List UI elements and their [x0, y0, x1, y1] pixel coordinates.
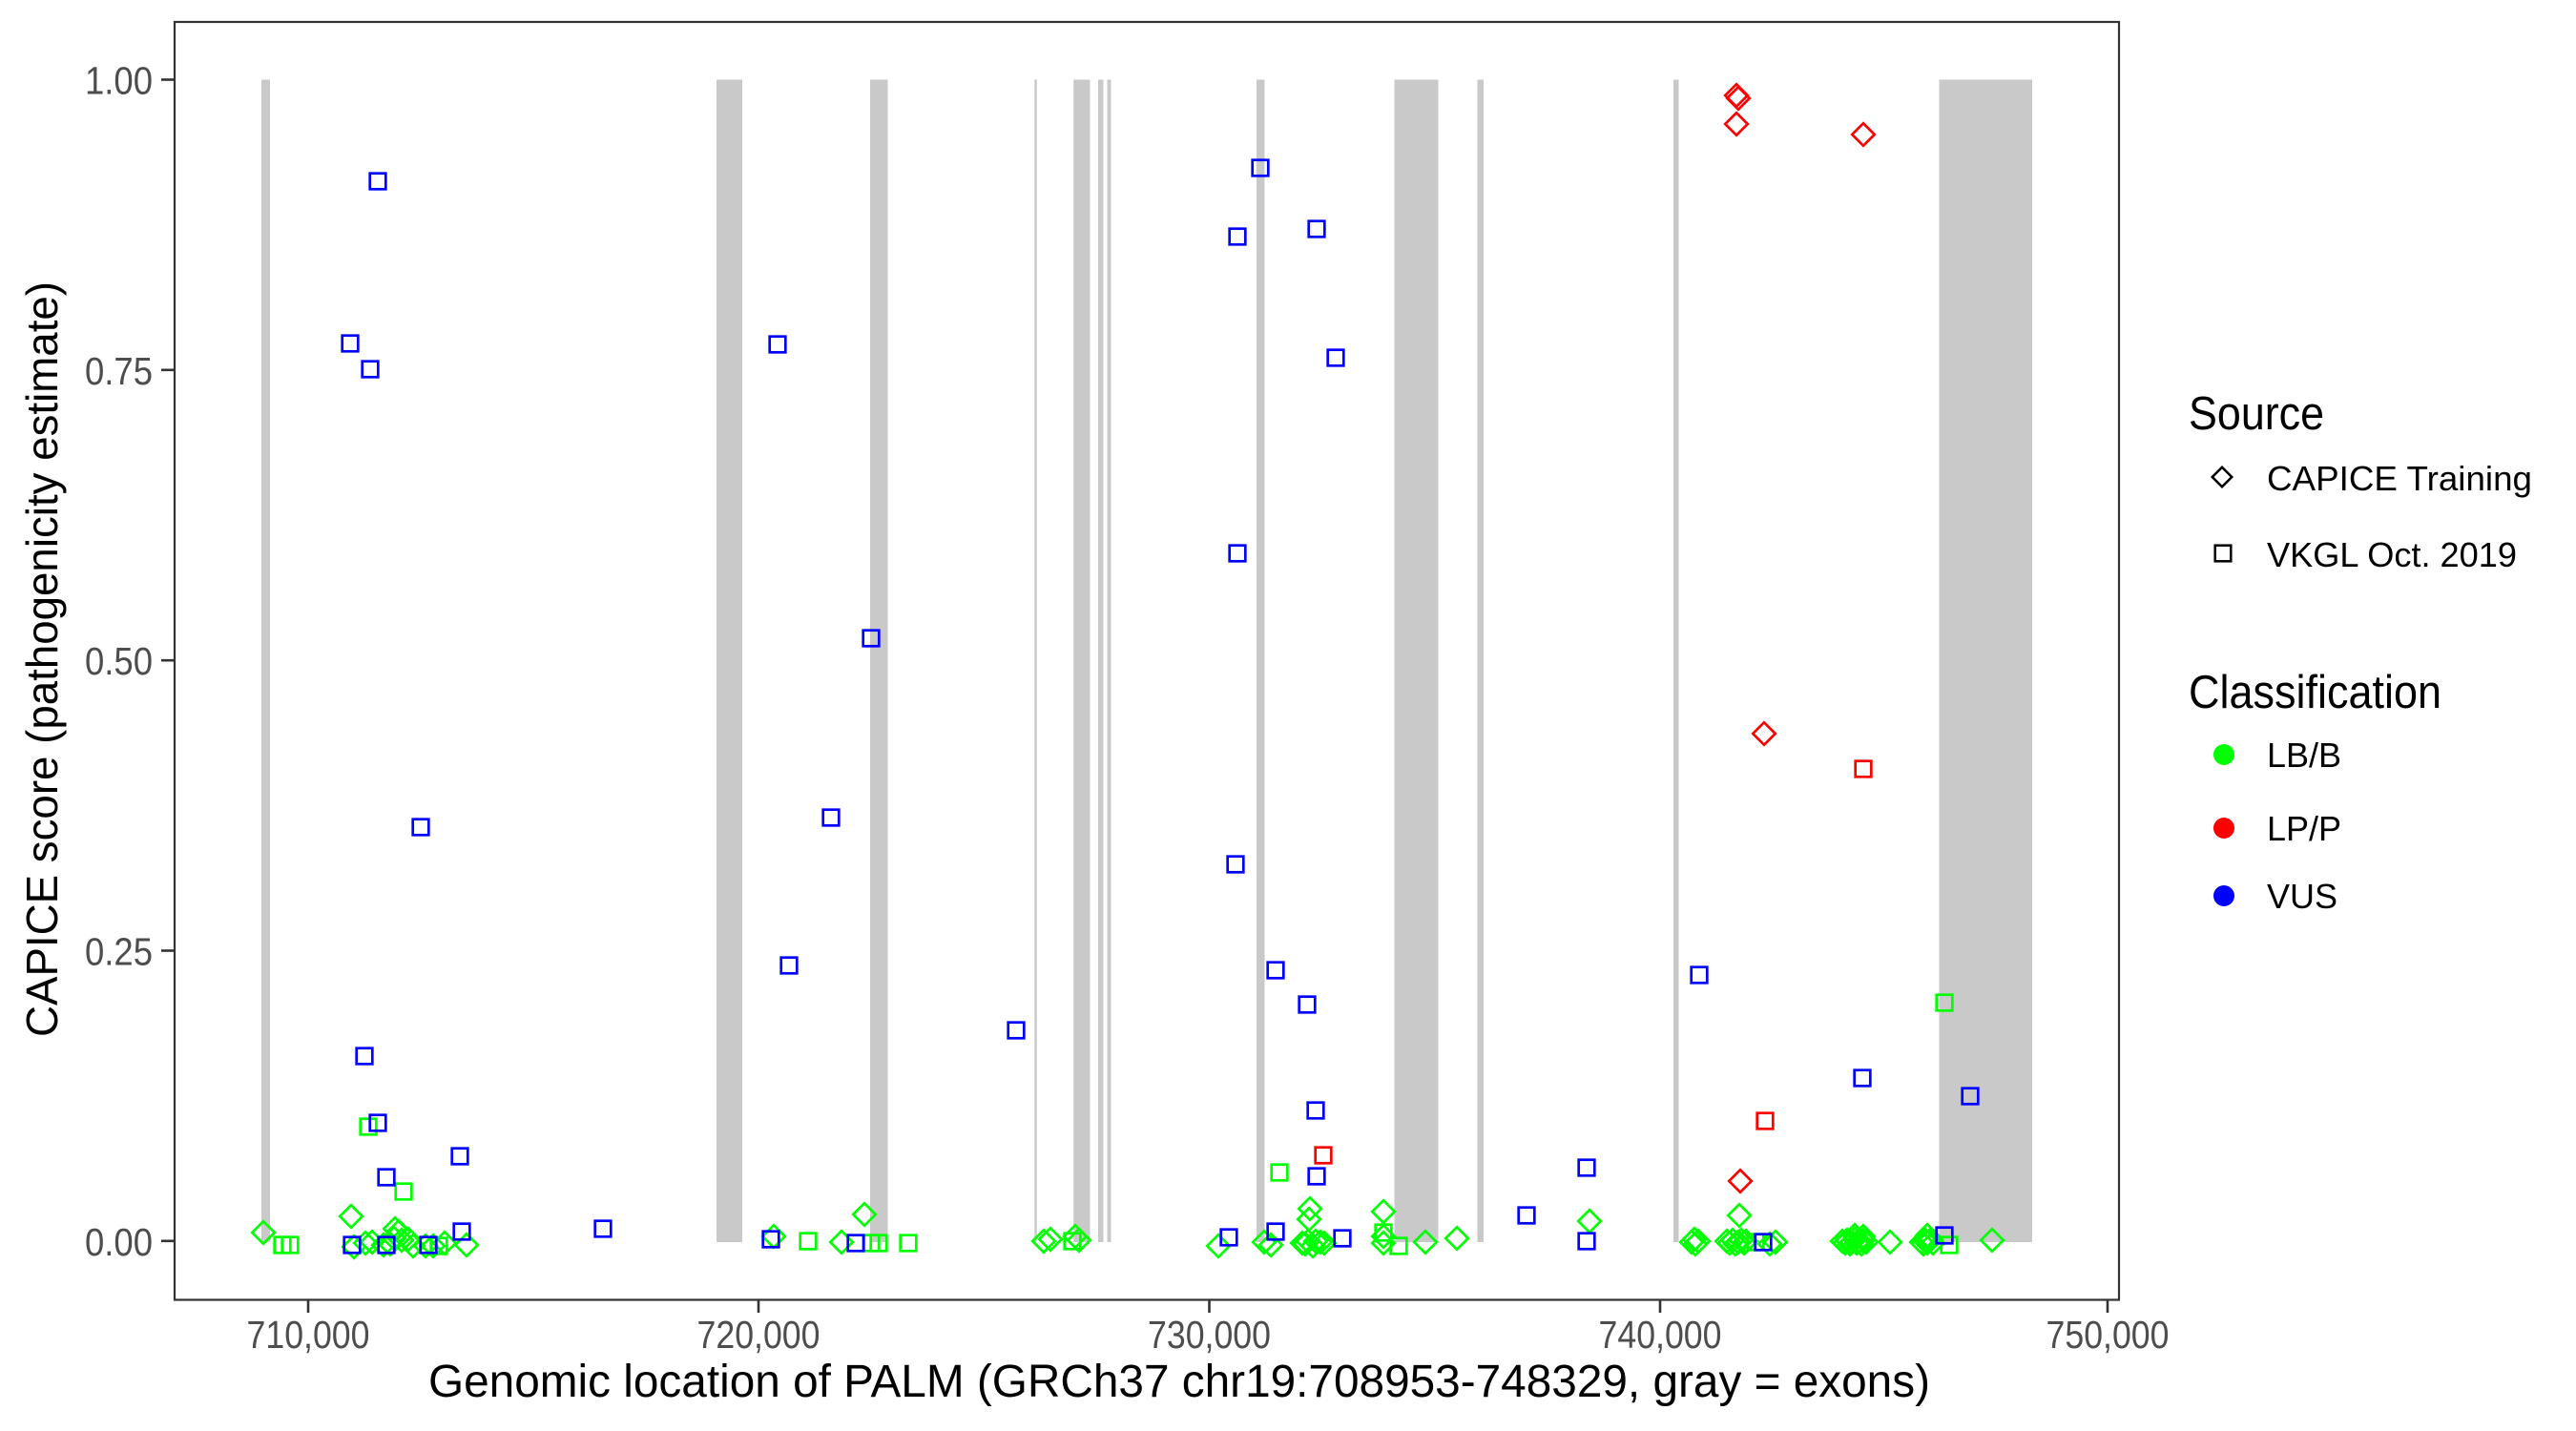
svg-text:740,000: 740,000 [1599, 1313, 1722, 1357]
svg-text:0.25: 0.25 [85, 930, 153, 974]
svg-text:730,000: 730,000 [1148, 1313, 1271, 1357]
svg-text:CAPICE Training: CAPICE Training [2267, 459, 2532, 498]
svg-text:1.00: 1.00 [85, 59, 153, 103]
svg-text:720,000: 720,000 [697, 1313, 821, 1357]
svg-text:Classification: Classification [2189, 667, 2441, 718]
svg-text:LP/P: LP/P [2267, 809, 2341, 848]
svg-text:Source: Source [2189, 388, 2324, 440]
svg-text:0.00: 0.00 [85, 1220, 153, 1264]
svg-text:750,000: 750,000 [2046, 1313, 2170, 1357]
svg-text:LB/B: LB/B [2267, 736, 2341, 775]
svg-text:710,000: 710,000 [247, 1313, 370, 1357]
svg-text:0.75: 0.75 [85, 349, 153, 393]
svg-text:0.50: 0.50 [85, 639, 153, 683]
svg-text:VUS: VUS [2267, 877, 2337, 916]
svg-text:VKGL Oct. 2019: VKGL Oct. 2019 [2267, 535, 2517, 574]
svg-text:CAPICE score (pathogenicity es: CAPICE score (pathogenicity estimate) [17, 281, 67, 1037]
svg-text:Genomic location of PALM (GRCh: Genomic location of PALM (GRCh37 chr19:7… [428, 1357, 1930, 1407]
